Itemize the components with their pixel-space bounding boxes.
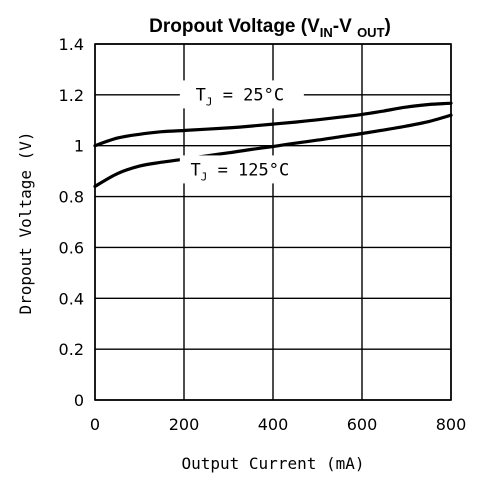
chart-title-end: ) — [385, 16, 391, 37]
series-line-tj-125c — [93, 113, 453, 188]
x-tick-label: 600 — [347, 415, 378, 434]
series-annotations: TJ = 25°C TJ = 125°C — [179, 80, 304, 184]
chart-title-main: Dropout Voltage (V — [149, 16, 320, 37]
y-tick-labels: 0 0.2 0.4 0.6 0.8 1 1.2 1.4 — [59, 35, 84, 410]
annotation-background — [179, 80, 304, 109]
series-line-tj-25c — [93, 101, 453, 148]
series-lines — [93, 101, 453, 188]
y-tick-label: 1.2 — [59, 86, 84, 105]
y-tick-label: 0.2 — [59, 340, 84, 359]
y-tick-label: 1.4 — [59, 35, 84, 54]
x-tick-label: 400 — [258, 415, 289, 434]
x-axis-label: Output Current (mA) — [181, 454, 364, 473]
chart-title-mid: -V — [333, 16, 357, 37]
x-tick-labels: 0 200 400 600 800 — [90, 415, 466, 434]
x-tick-label: 0 — [90, 415, 100, 434]
chart-title-sub-in: IN — [320, 25, 333, 40]
plot-frame — [94, 43, 452, 401]
x-tick-label: 200 — [169, 415, 200, 434]
y-tick-label: 0.6 — [59, 238, 84, 257]
y-axis-label: Dropout Voltage (V) — [16, 131, 35, 314]
series-annotation-tj-25c: TJ = 25°C — [196, 85, 285, 108]
y-tick-label: 1 — [74, 137, 84, 156]
y-tick-label: 0 — [74, 391, 84, 410]
chart-title: Dropout Voltage (VIN-V OUT) — [149, 16, 391, 40]
y-tick-label: 0.8 — [59, 188, 84, 207]
chart-title-sub-out: OUT — [357, 25, 385, 40]
series-annotation-tj-125c: TJ = 125°C — [190, 160, 289, 183]
y-tick-label: 0.4 — [59, 289, 84, 308]
x-tick-label: 800 — [436, 415, 467, 434]
annotation-background — [179, 155, 304, 184]
